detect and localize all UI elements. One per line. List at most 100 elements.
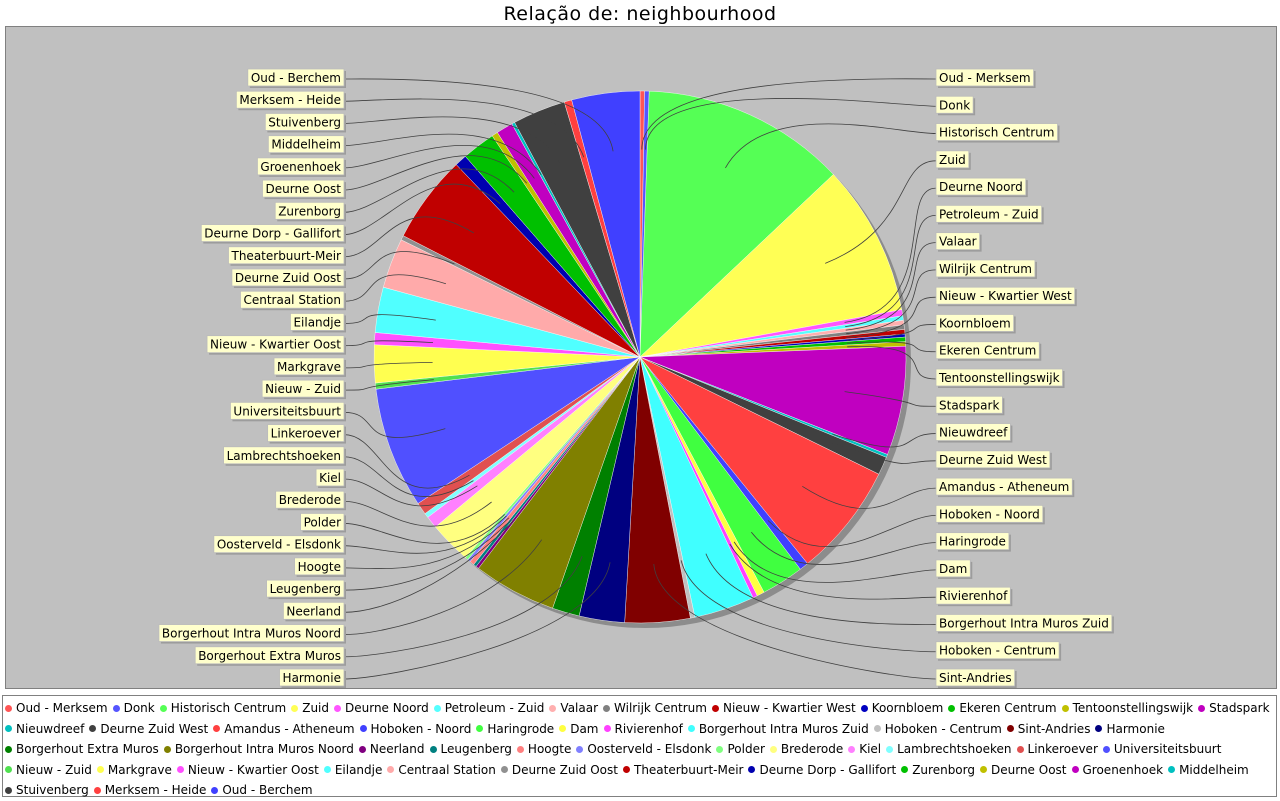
legend-item-universiteitsbuurt: Universiteitsbuurt (1102, 739, 1221, 760)
slice-label-hoboken-centrum: Hoboken - Centrum (935, 641, 1062, 661)
slice-universiteitsbuurt[interactable] (375, 356, 641, 504)
label-box (206, 335, 345, 354)
legend-label: Eilandje (334, 762, 383, 777)
label-text: Deurne Dorp - Gallifort (204, 227, 341, 241)
slice-label-middelheim: Middelheim (267, 135, 346, 155)
leader-line-sint-andries (653, 563, 937, 680)
label-text: Hoboken - Centrum (939, 644, 1056, 658)
legend-item-borgerhout-extra-muros: Borgerhout Extra Muros (5, 739, 159, 760)
label-box (935, 314, 1015, 332)
legend-label: Borgerhout Intra Muros Zuid (698, 721, 869, 736)
slice-historisch-centrum[interactable] (639, 90, 834, 358)
legend-label: Nieuw - Zuid (16, 762, 92, 777)
label-box (935, 559, 971, 578)
legend-label: Koornbloem (871, 701, 944, 716)
slice-label-borgerhout-intra-muros-noord: Borgerhout Intra Muros Noord (158, 624, 346, 644)
leader-line-borgerhout-extra-muros (343, 556, 583, 658)
legend-label: Theaterbuurt-Meir (633, 762, 744, 777)
leader-line-brederode (343, 500, 492, 527)
leader-line-borgerhout-intra-muros-noord (343, 539, 543, 635)
label-box (935, 641, 1060, 660)
legend-swatch (748, 766, 756, 774)
legend-item-ekeren-centrum: Ekeren Centrum (948, 698, 1057, 719)
legend-item-rivierenhof: Rivierenhof (603, 719, 683, 740)
legend-label: Hoboken - Centrum (884, 721, 1002, 736)
legend-label: Amandus - Atheneum (224, 721, 355, 736)
leader-line-deurne-noord (844, 187, 937, 323)
legend-swatch (5, 766, 12, 774)
legend-item-tentoonstellingswijk: Tentoonstellingswijk (1061, 698, 1193, 719)
leader-line-deurne-zuid-oost (343, 251, 455, 280)
legend-swatch (687, 725, 695, 733)
leader-line-universiteitsbuurt (343, 411, 446, 438)
label-text: Merksem - Heide (239, 93, 341, 107)
leader-line-merksem-heide (343, 98, 585, 158)
legend-label: Haringrode (487, 721, 555, 736)
legend-item-kiel: Kiel (848, 739, 881, 760)
legend-item-oosterveld-elsdonk: Oosterveld - Elsdonk (576, 739, 711, 760)
leader-line-linkeroever (343, 434, 470, 489)
legend-item-amandus-atheneum: Amandus - Atheneum (213, 719, 355, 740)
leader-line-historisch-centrum (725, 123, 937, 169)
slice-label-koornbloem: Koornbloem (935, 314, 1016, 334)
label-text: Borgerhout Extra Muros (198, 649, 341, 663)
label-text: Ekeren Centrum (939, 344, 1036, 358)
slice-label-merksem-heide: Merksem - Heide (235, 90, 346, 111)
label-text: Polder (304, 515, 341, 529)
label-box (257, 157, 345, 176)
legend-item-donk: Donk (112, 698, 155, 719)
slice-label-theaterbuurt-meir: Theaterbuurt-Meir (228, 246, 346, 266)
legend-item-wilrijk-centrum: Wilrijk Centrum (603, 698, 707, 719)
legend-swatch (89, 725, 97, 733)
slice-zuid[interactable] (639, 174, 902, 358)
slice-amandus-atheneum[interactable] (639, 356, 880, 564)
label-box (935, 123, 1058, 141)
legend-label: Ekeren Centrum (959, 701, 1057, 716)
legend-item-deurne-dorp-gallifort: Deurne Dorp - Gallifort (748, 760, 896, 781)
legend-swatch (1102, 745, 1110, 753)
leader-line-stadspark (844, 391, 937, 407)
label-box (275, 490, 345, 509)
legend-label: Nieuwdreef (16, 721, 85, 736)
label-text: Leugenberg (270, 582, 341, 596)
legend-label: Valaar (560, 701, 599, 716)
label-box (935, 614, 1113, 632)
label-text: Hoogte (298, 560, 341, 574)
leader-line-donk (645, 98, 937, 150)
legend-swatch (576, 745, 584, 753)
slice-oud-berchem[interactable] (571, 90, 641, 358)
legend-label: Petroleum - Zuid (444, 701, 545, 716)
legend-label: Hoogte (527, 742, 572, 757)
leader-line-valaar (845, 242, 937, 331)
legend-label: Centraal Station (398, 762, 496, 777)
label-text: Nieuw - Zuid (265, 382, 341, 396)
legend-item-oud-berchem: Oud - Berchem (211, 780, 313, 801)
legend-item-stuivenberg: Stuivenberg (5, 780, 89, 801)
label-box (247, 68, 345, 87)
label-box (158, 624, 345, 642)
leader-line-harmonie (343, 562, 611, 680)
legend-item-nieuw-zuid: Nieuw - Zuid (5, 760, 92, 781)
legend-label: Hoboken - Noord (370, 721, 472, 736)
slice-label-tentoonstellingswijk: Tentoonstellingswijk (935, 368, 1065, 388)
legend-swatch (549, 704, 557, 712)
legend-item-eilandje: Eilandje (323, 760, 383, 781)
legend-swatch (1168, 766, 1176, 774)
slice-label-petroleum-zuid: Petroleum - Zuid (935, 204, 1044, 225)
label-text: Harmonie (283, 671, 341, 685)
slice-label-donk: Donk (935, 95, 976, 116)
leader-line-petroleum-zuid (845, 214, 937, 327)
legend-label: Brederode (780, 742, 844, 757)
label-text: Lambrechtshoeken (227, 449, 341, 463)
legend-items: Oud - Merksem Donk Historisch Centrum Zuid D… (5, 698, 1276, 801)
legend-label: Historisch Centrum (170, 701, 287, 716)
legend-swatch (211, 786, 219, 794)
label-box (261, 379, 345, 398)
leader-line-lambrechtshoeken (343, 456, 474, 497)
label-text: Deurne Noord (939, 180, 1023, 194)
label-box (935, 532, 1010, 551)
slice-label-hoboken-noord: Hoboken - Noord (935, 504, 1045, 525)
legend-swatch (500, 766, 508, 774)
slice-label-borgerhout-extra-muros: Borgerhout Extra Muros (194, 646, 346, 666)
legend-swatch (711, 704, 719, 712)
